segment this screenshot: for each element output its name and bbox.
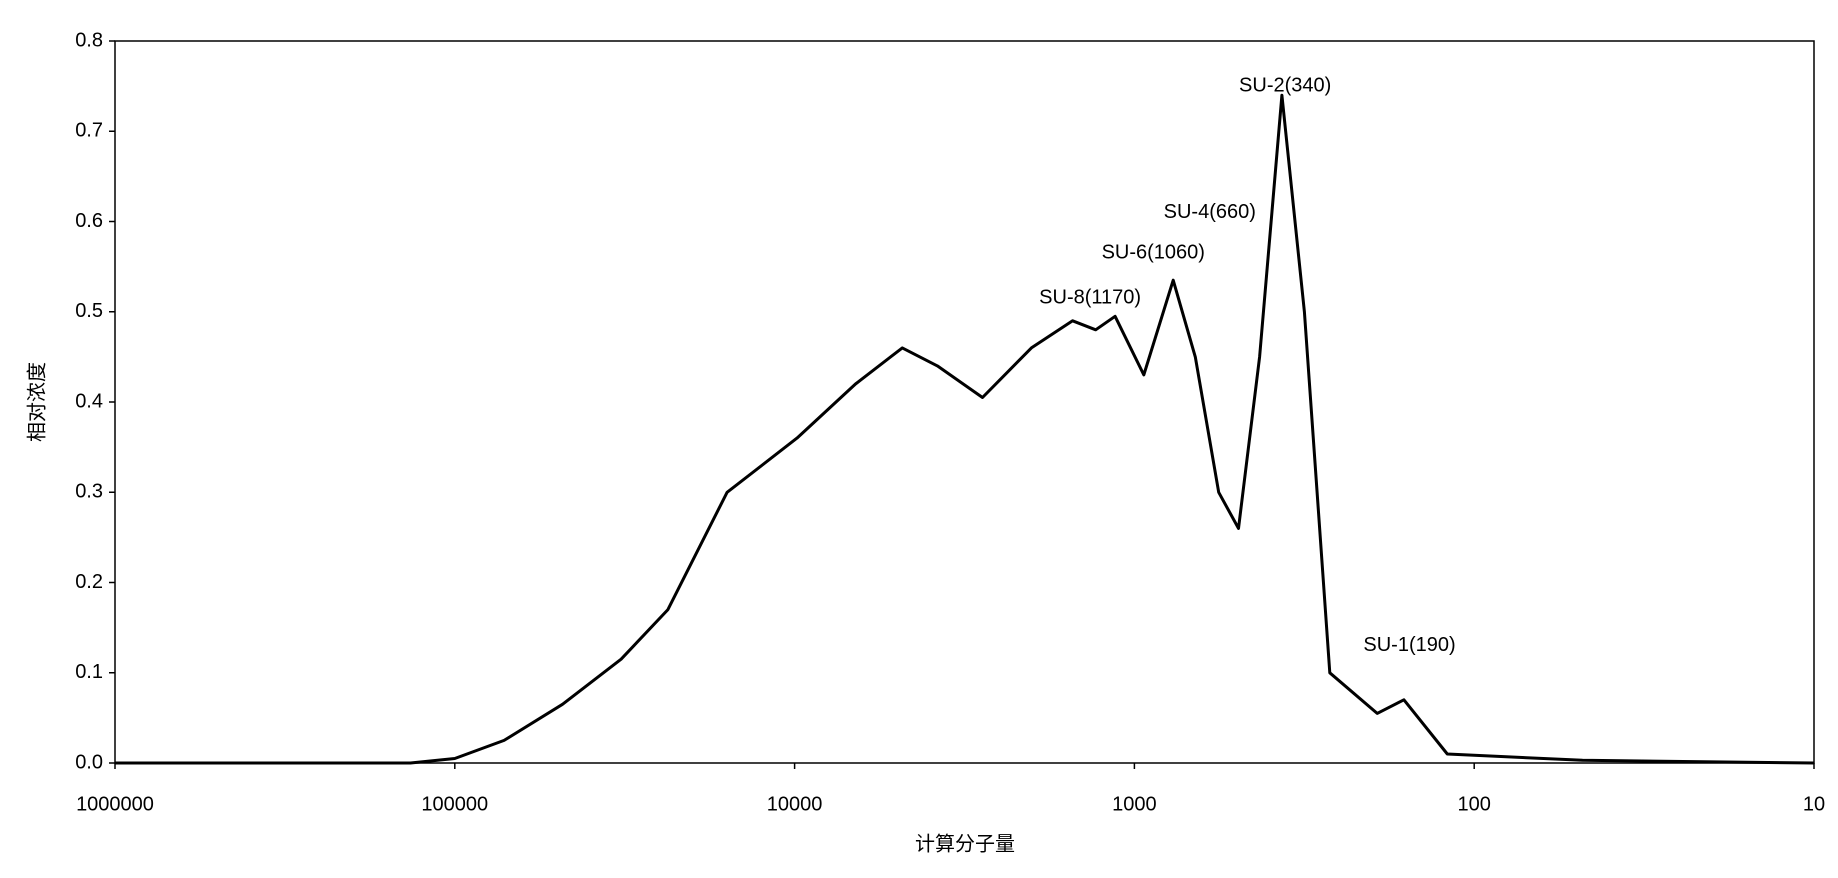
- y-tick-label: 0.7: [75, 120, 103, 142]
- x-tick-label: 100: [1458, 793, 1491, 815]
- y-tick-label: 0.4: [75, 390, 103, 412]
- y-tick-label: 0.8: [75, 29, 103, 51]
- peak-annotation: SU-1(190): [1363, 634, 1455, 656]
- y-tick-label: 0.3: [75, 481, 103, 503]
- peak-annotation: SU-6(1060): [1102, 241, 1205, 263]
- plot-frame: [115, 41, 1814, 763]
- y-tick-label: 0.5: [75, 300, 103, 322]
- x-tick-label: 10: [1803, 793, 1825, 815]
- x-tick-label: 100000: [421, 793, 488, 815]
- y-tick-label: 0.2: [75, 571, 103, 593]
- peak-annotation: SU-4(660): [1164, 201, 1256, 223]
- y-axis-label: 相对浓度: [25, 362, 48, 442]
- y-tick-label: 0.6: [75, 210, 103, 232]
- peak-annotation: SU-2(340): [1239, 74, 1331, 96]
- peak-annotation: SU-8(1170): [1039, 286, 1141, 308]
- x-tick-label: 10000: [767, 793, 823, 815]
- x-axis-label: 计算分子量: [915, 832, 1015, 855]
- y-tick-label: 0.0: [75, 751, 103, 773]
- x-tick-label: 1000000: [76, 793, 154, 815]
- y-tick-label: 0.1: [75, 661, 103, 683]
- line-series: [115, 95, 1814, 763]
- x-tick-label: 1000: [1112, 793, 1157, 815]
